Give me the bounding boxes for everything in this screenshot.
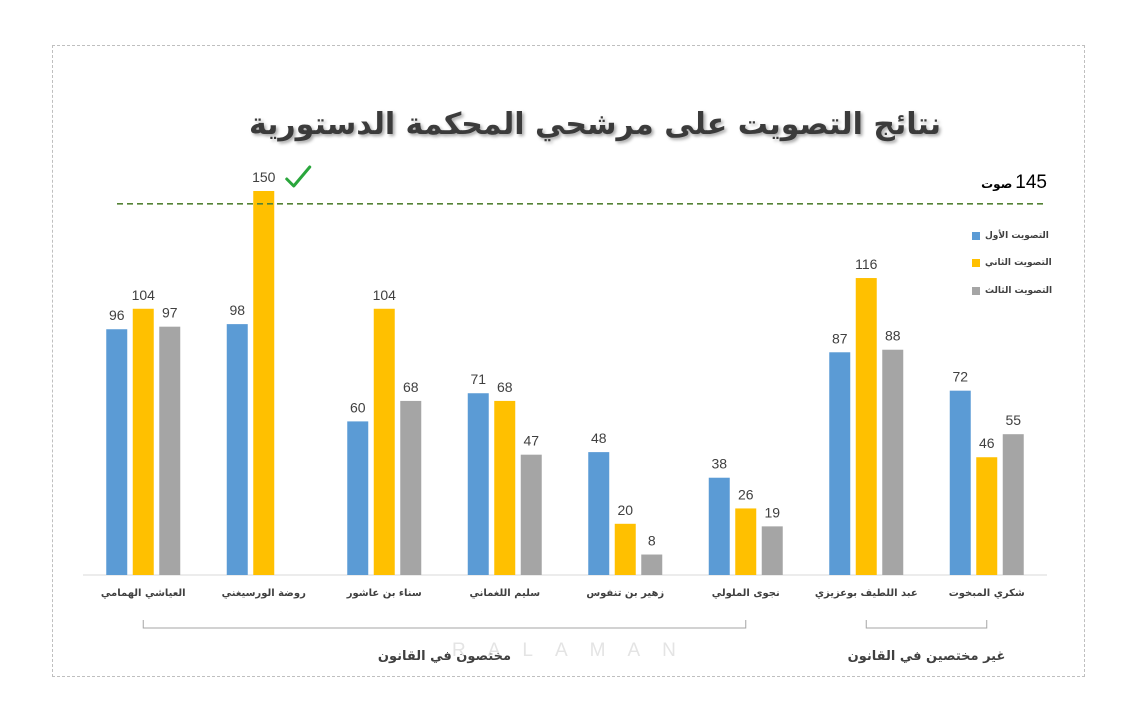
bar-value-label: 47 (523, 433, 539, 449)
bar (949, 390, 971, 575)
bar (882, 349, 904, 575)
threshold-unit: صوت (981, 177, 1013, 191)
bar-value-label: 46 (979, 435, 995, 451)
threshold-value: 145 (1015, 172, 1047, 193)
legend: التصويت الأول التصويت الثاني التصويت الث… (972, 222, 1056, 305)
category-label: زهير بن تنفوس (586, 588, 664, 599)
bar (467, 393, 489, 575)
bar-value-label: 68 (403, 379, 419, 395)
legend-swatch (972, 286, 980, 295)
bar-value-label: 96 (109, 307, 125, 323)
legend-item-first-vote: التصويت الأول (972, 222, 1056, 250)
bar-value-label: 98 (229, 302, 245, 318)
bar (494, 400, 516, 575)
category-label: العياشي الهمامي (101, 588, 186, 599)
category-label: روضة الورسيغني (222, 588, 306, 599)
bar-value-label: 104 (132, 287, 156, 303)
dashed-frame (52, 45, 1085, 677)
category-label: سناء بن عاشور (346, 588, 422, 599)
bar (588, 452, 610, 575)
chart-title: نتائج التصويت على مرشحي المحكمة الدستوري… (248, 107, 942, 142)
legend-label: التصويت الثاني (985, 258, 1052, 269)
bar-value-label: 71 (470, 371, 486, 387)
bar (159, 326, 181, 575)
bar (855, 278, 877, 575)
category-label: شكري المبخوت (949, 588, 1025, 599)
bar-value-label: 97 (162, 305, 178, 321)
bar (226, 324, 248, 575)
bar (1002, 434, 1024, 575)
bar (106, 329, 128, 575)
bar (976, 457, 998, 575)
bar-value-label: 20 (617, 502, 633, 518)
category-label: عبد اللطيف بوعزيزي (815, 588, 918, 599)
category-label: نجوى الملولي (712, 588, 780, 599)
bar-value-label: 55 (1005, 412, 1021, 428)
watermark: RALAMAN (452, 640, 698, 661)
group-bracket (142, 620, 747, 629)
group-label: غير مختصين في القانون (848, 649, 1006, 664)
bar (132, 308, 154, 575)
legend-swatch (972, 231, 980, 240)
bar-value-label: 87 (832, 330, 848, 346)
legend-label: التصويت الثالث (985, 285, 1053, 296)
bar (253, 191, 275, 575)
bar-value-label: 116 (855, 256, 878, 272)
bar-value-label: 38 (711, 456, 727, 472)
bar (614, 523, 636, 575)
category-label: سليم اللغماني (469, 588, 540, 599)
bar-value-label: 150 (252, 169, 276, 185)
bar-value-label: 72 (952, 369, 968, 385)
bar (708, 477, 730, 575)
bar (520, 454, 542, 575)
bar (761, 526, 783, 575)
bar-value-label: 68 (497, 379, 513, 395)
bar (400, 400, 422, 575)
legend-item-second-vote: التصويت الثاني (972, 250, 1056, 278)
bar-value-label: 26 (738, 486, 754, 502)
bar (641, 554, 663, 575)
bar-value-label: 104 (373, 287, 397, 303)
bar-value-label: 48 (591, 430, 607, 446)
group-bracket (865, 620, 988, 629)
check-icon (285, 165, 312, 188)
bar-value-label: 8 (648, 533, 656, 549)
bar (347, 421, 369, 575)
bar (829, 352, 851, 575)
legend-label: التصويت الأول (985, 230, 1049, 241)
bar (373, 308, 395, 575)
group-label: مختصون في القانون (378, 649, 511, 664)
threshold-label: صوت 145 (950, 172, 1047, 198)
legend-swatch (972, 259, 980, 268)
bar-value-label: 88 (885, 328, 901, 344)
bar (735, 508, 757, 575)
bar-value-label: 60 (350, 399, 366, 415)
bar-value-label: 19 (764, 504, 780, 520)
legend-item-third-vote: التصويت الثالث (972, 277, 1056, 305)
